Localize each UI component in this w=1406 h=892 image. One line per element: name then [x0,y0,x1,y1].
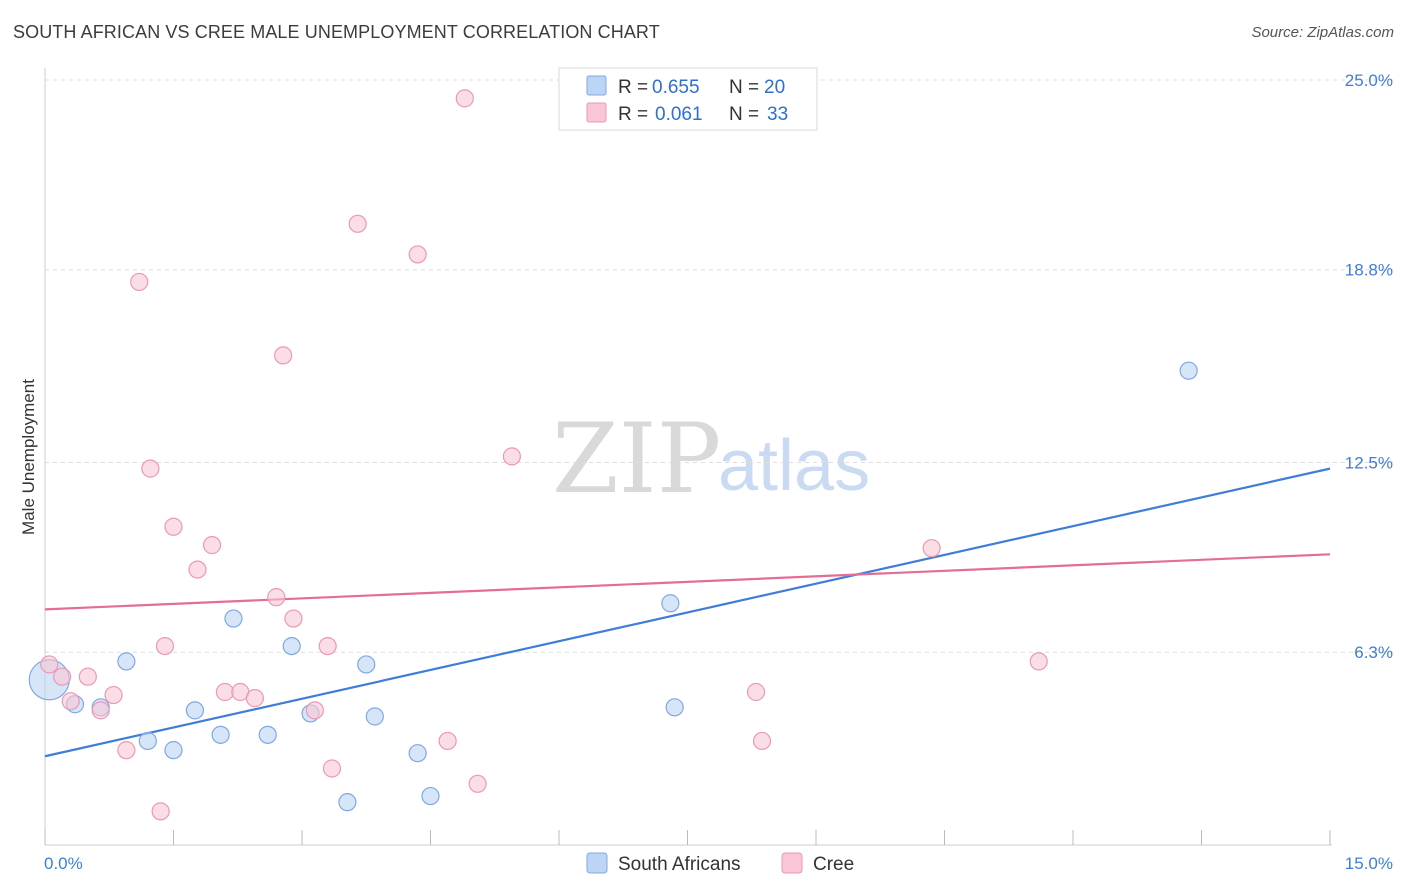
point-south-africans [661,594,680,613]
watermark-atlas: atlas [718,426,870,506]
legend-r-value-1: 0.655 [652,77,700,98]
point-cree [348,214,367,233]
x-axis-tick-labels: 0.0% 15.0% [44,854,1393,873]
point-south-africans [185,701,205,720]
point-cree [284,609,303,628]
axes [44,68,1332,846]
point-south-africans [357,655,376,674]
legend-n-label-2: N = [729,104,759,125]
trend-lines [44,467,1331,758]
point-cree [455,89,474,108]
stats-legend: R = 0.655 N = 20 R = 0.061 N = 33 [558,67,818,131]
chart-title: SOUTH AFRICAN VS CREE MALE UNEMPLOYMENT … [13,22,660,42]
y-axis-label: Male Unemployment [19,379,38,535]
y-tick-label: 18.8% [1345,261,1393,280]
point-south-africans [211,725,230,744]
legend-swatch-blue [586,75,607,96]
x-axis-ticks [44,830,1331,845]
point-cree [305,701,324,720]
point-south-africans [224,609,243,628]
legend-n-label-1: N = [729,77,759,98]
series-swatch-south-africans [586,852,608,874]
point-south-africans [1179,361,1198,380]
point-cree [408,245,427,264]
point-cree [117,741,136,760]
point-south-africans [164,741,183,760]
point-south-africans [258,725,277,744]
y-tick-label: 25.0% [1345,71,1393,90]
point-cree [91,701,110,720]
legend-r-value-2: 0.061 [655,104,703,125]
series-swatch-cree [781,852,803,874]
legend-n-value-1: 20 [764,77,785,98]
point-cree [752,731,772,751]
point-cree [245,689,264,708]
point-south-africans [138,731,157,751]
data-points [28,89,1198,821]
point-cree [40,655,59,674]
point-cree [130,272,149,292]
point-south-africans [421,786,440,806]
point-cree [746,682,766,702]
point-cree [104,685,123,705]
point-cree [274,346,293,365]
trend-line-south-africans [44,467,1331,758]
point-south-africans [665,698,684,717]
point-cree [61,692,80,711]
series-legend: South Africans Cree [586,852,854,875]
point-cree [267,588,286,607]
point-cree [188,560,207,579]
point-cree [438,731,457,751]
series-label-south-africans: South Africans [618,854,741,875]
point-cree [502,447,521,466]
legend-swatch-pink [586,102,607,123]
watermark: ZIP atlas [552,403,870,515]
point-cree [1029,652,1048,671]
trend-line-cree [44,553,1331,611]
legend-n-value-2: 33 [767,104,788,125]
point-cree [78,667,97,686]
point-cree [151,802,170,821]
point-south-africans [365,707,384,726]
legend-r-label-1: R = [618,77,648,98]
y-axis-tick-labels: 6.3% 12.5% 18.8% 25.0% [1345,71,1393,662]
point-cree [155,636,175,656]
point-cree [202,536,222,555]
y-tick-label: 12.5% [1345,454,1393,473]
source-credit: Source: ZipAtlas.com [1251,24,1394,41]
point-cree [53,667,72,686]
y-tick-label: 6.3% [1354,643,1393,662]
series-label-cree: Cree [813,854,854,875]
x-tick-label-min: 0.0% [44,854,83,873]
x-tick-label-max: 15.0% [1345,854,1393,873]
point-cree [322,759,342,778]
point-cree [922,539,941,558]
watermark-zip: ZIP [552,403,721,515]
point-cree [141,459,160,478]
point-south-africans [338,793,357,812]
point-south-africans [282,636,301,656]
point-cree [468,774,487,793]
point-cree [215,682,234,702]
point-south-africans [117,652,136,671]
legend-r-label-2: R = [618,104,648,125]
point-cree [318,636,337,656]
point-cree [164,517,183,536]
point-south-africans [408,744,427,763]
